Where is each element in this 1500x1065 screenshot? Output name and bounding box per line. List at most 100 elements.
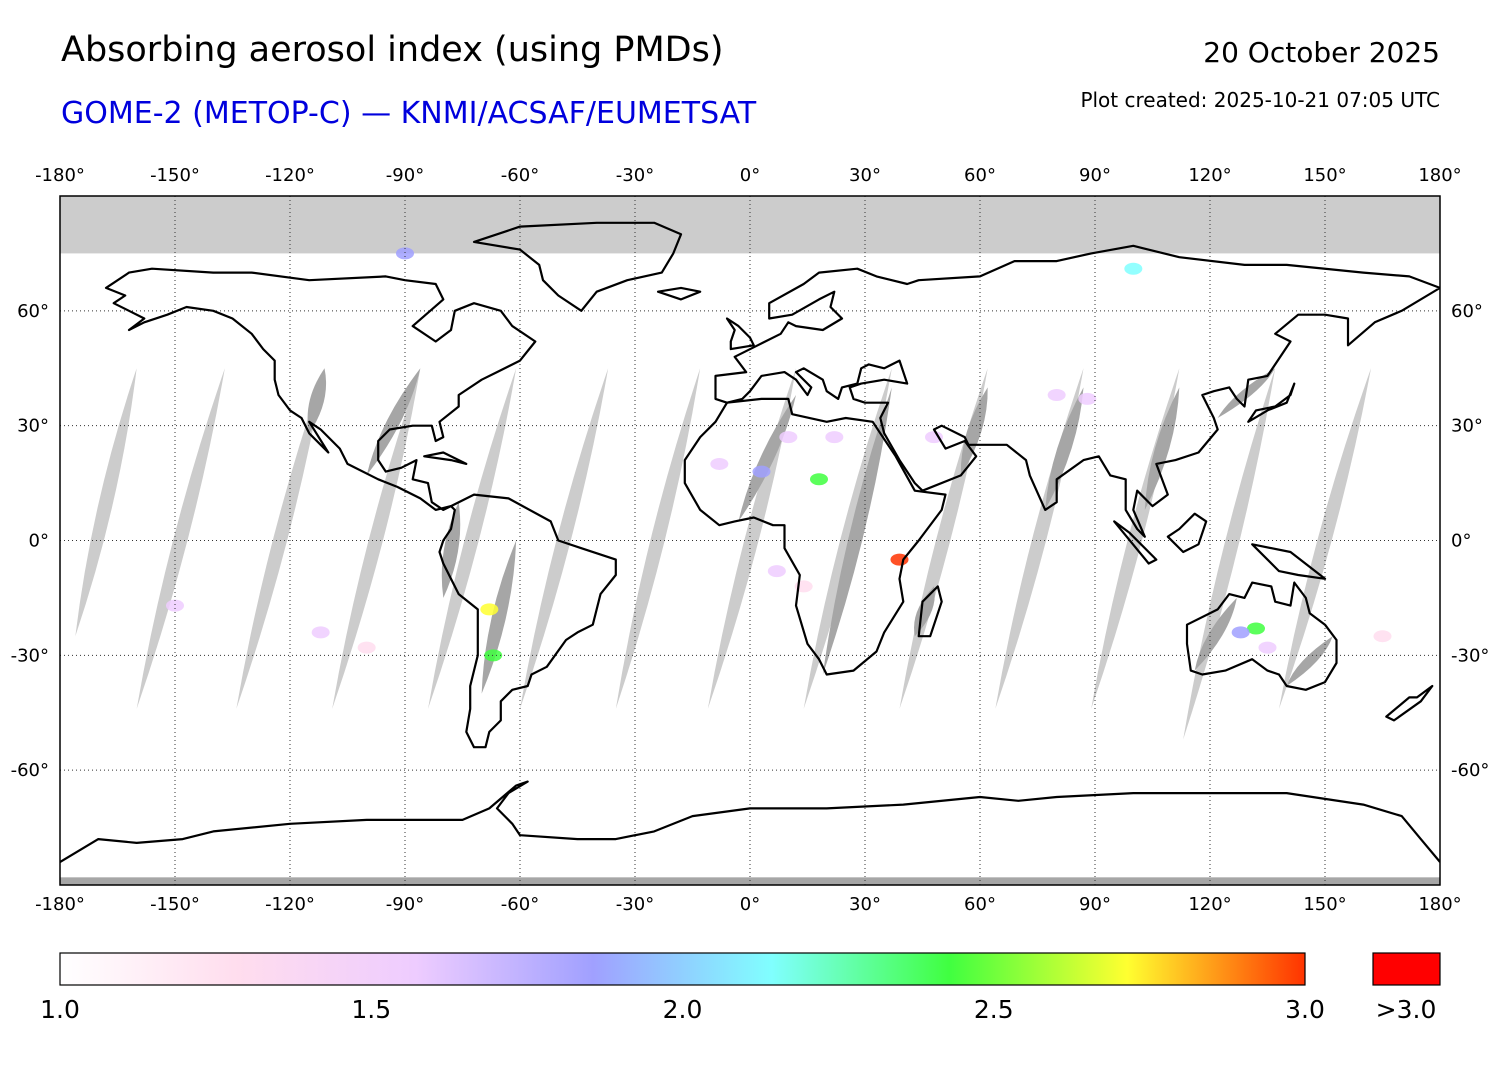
aerosol-hotspot bbox=[1124, 262, 1143, 275]
lat-tick-label-right: 60° bbox=[1451, 301, 1483, 322]
aerosol-hotspot bbox=[480, 603, 499, 616]
lon-tick-label-top: -150° bbox=[150, 165, 200, 186]
lat-tick-label-right: -60° bbox=[1451, 760, 1489, 781]
aerosol-hotspot bbox=[1258, 641, 1277, 654]
coastline-north-america bbox=[104, 267, 537, 511]
lat-tick-label-right: -30° bbox=[1451, 645, 1489, 666]
orbit-gap-4 bbox=[428, 368, 517, 709]
aerosol-hotspot bbox=[311, 626, 330, 639]
orbit-gap-land-6 bbox=[960, 387, 988, 476]
aerosol-hotspot bbox=[767, 565, 786, 578]
orbit-gap-land-10 bbox=[1194, 597, 1237, 671]
aerosol-hotspot bbox=[357, 641, 376, 654]
orbit-gap-6 bbox=[615, 368, 701, 709]
aerosol-hotspot bbox=[396, 247, 414, 260]
aerosol-hotspot bbox=[752, 465, 771, 478]
lat-tick-label-left: -30° bbox=[11, 645, 49, 666]
aerosol-hotspot bbox=[890, 553, 909, 566]
observation-date: 20 October 2025 bbox=[1203, 36, 1440, 69]
lat-tick-label-left: -60° bbox=[11, 760, 49, 781]
orbit-gap-land-0 bbox=[307, 368, 327, 434]
colorbar-tick-label: 2.0 bbox=[662, 995, 703, 1024]
lon-tick-label-bottom: 90° bbox=[1079, 894, 1111, 915]
orbit-gap-2 bbox=[236, 368, 325, 709]
colorbar-overflow-swatch bbox=[1372, 952, 1441, 986]
lon-tick-label-top: 0° bbox=[740, 165, 760, 186]
colorbar bbox=[59, 952, 1306, 986]
lon-tick-label-bottom: 30° bbox=[849, 894, 881, 915]
aerosol-hotspot bbox=[1078, 392, 1097, 405]
lon-tick-label-top: 180° bbox=[1418, 165, 1461, 186]
lon-tick-label-bottom: 150° bbox=[1303, 894, 1346, 915]
plot-created-timestamp: Plot created: 2025-10-21 07:05 UTC bbox=[1080, 88, 1440, 112]
aerosol-hotspot bbox=[825, 431, 844, 444]
coastline-new-zealand bbox=[1385, 684, 1434, 722]
coastline-eurasia bbox=[714, 244, 1440, 538]
colorbar-tick-label: 2.5 bbox=[973, 995, 1014, 1024]
lon-tick-label-top: 120° bbox=[1188, 165, 1231, 186]
lon-tick-label-bottom: 60° bbox=[964, 894, 996, 915]
coastline-greenland bbox=[472, 221, 683, 312]
colorbar-tick-label: 1.0 bbox=[40, 995, 80, 1024]
lon-tick-label-bottom: 120° bbox=[1188, 894, 1231, 915]
coastline-cuba bbox=[423, 451, 468, 465]
lon-tick-label-bottom: 180° bbox=[1418, 894, 1461, 915]
graticule bbox=[60, 196, 1440, 885]
lon-tick-label-top: -60° bbox=[501, 165, 539, 186]
orbit-gap-3 bbox=[332, 368, 421, 709]
lon-tick-label-bottom: -90° bbox=[386, 894, 424, 915]
aerosol-hotspot bbox=[1047, 389, 1066, 402]
orbit-gap-8 bbox=[803, 368, 892, 709]
coastline-antarctica bbox=[60, 780, 1440, 863]
coastline-iceland bbox=[656, 286, 702, 301]
coastline-sumatra bbox=[1113, 520, 1158, 565]
map-title: Absorbing aerosol index (using PMDs) bbox=[61, 30, 724, 70]
colorbar-tick-label: 3.0 bbox=[1285, 995, 1325, 1024]
aerosol-hotspot bbox=[1247, 622, 1265, 635]
axis-ticks: -180° -180° -150° -150° -120° -120° -90° -90° -6… bbox=[11, 165, 1490, 915]
lon-tick-label-top: -120° bbox=[265, 165, 315, 186]
aerosol-hotspot bbox=[1373, 630, 1392, 643]
lon-tick-label-top: 150° bbox=[1303, 165, 1346, 186]
orbit-gap-land-7 bbox=[1045, 387, 1084, 510]
lon-tick-label-bottom: -180° bbox=[35, 894, 85, 915]
colorbar-overflow-label: >3.0 bbox=[1375, 995, 1437, 1024]
coastline-uk bbox=[725, 317, 755, 351]
aerosol-hotspot bbox=[484, 649, 503, 662]
orbit-gap-1 bbox=[136, 368, 225, 709]
lon-tick-label-bottom: -60° bbox=[501, 894, 539, 915]
coastlines bbox=[60, 221, 1440, 863]
aerosol-hotspot bbox=[1231, 626, 1250, 639]
aerosol-hotspot bbox=[779, 431, 798, 444]
coastline-africa bbox=[683, 397, 947, 676]
lat-tick-label-right: 30° bbox=[1451, 416, 1483, 437]
orbit-gaps bbox=[75, 368, 1371, 740]
lon-tick-label-bottom: -120° bbox=[265, 894, 315, 915]
orbit-gap-land-1 bbox=[366, 368, 421, 476]
lat-tick-label-right: 0° bbox=[1451, 531, 1471, 552]
map-subtitle: GOME-2 (METOP-C) — KNMI/ACSAF/EUMETSAT bbox=[61, 96, 757, 131]
aerosol-hotspot bbox=[810, 473, 828, 486]
aerosol-hotspot bbox=[166, 599, 184, 612]
lon-tick-label-top: 60° bbox=[964, 165, 996, 186]
lat-tick-label-left: 60° bbox=[17, 301, 49, 322]
orbit-gap-land-5 bbox=[822, 387, 892, 675]
orbit-gap-land-11 bbox=[1286, 636, 1333, 686]
coastline-borneo bbox=[1166, 512, 1208, 554]
lat-tick-label-left: 0° bbox=[29, 531, 49, 552]
aerosol-hotspot bbox=[925, 431, 943, 444]
orbit-gap-land-4 bbox=[738, 395, 796, 522]
lon-tick-label-top: -90° bbox=[386, 165, 424, 186]
lon-tick-label-bottom: -150° bbox=[150, 894, 200, 915]
lon-tick-label-top: 30° bbox=[849, 165, 881, 186]
map-frame bbox=[59, 195, 1441, 886]
coastline-australia bbox=[1185, 581, 1338, 691]
orbit-gap-5 bbox=[520, 368, 609, 709]
coastline-japan bbox=[1247, 382, 1296, 423]
lat-tick-label-left: 30° bbox=[17, 416, 49, 437]
orbit-gap-0 bbox=[75, 368, 137, 637]
aerosol-hotspot bbox=[710, 457, 729, 470]
south-polar-no-data bbox=[60, 877, 1440, 885]
lon-tick-label-top: -30° bbox=[616, 165, 654, 186]
